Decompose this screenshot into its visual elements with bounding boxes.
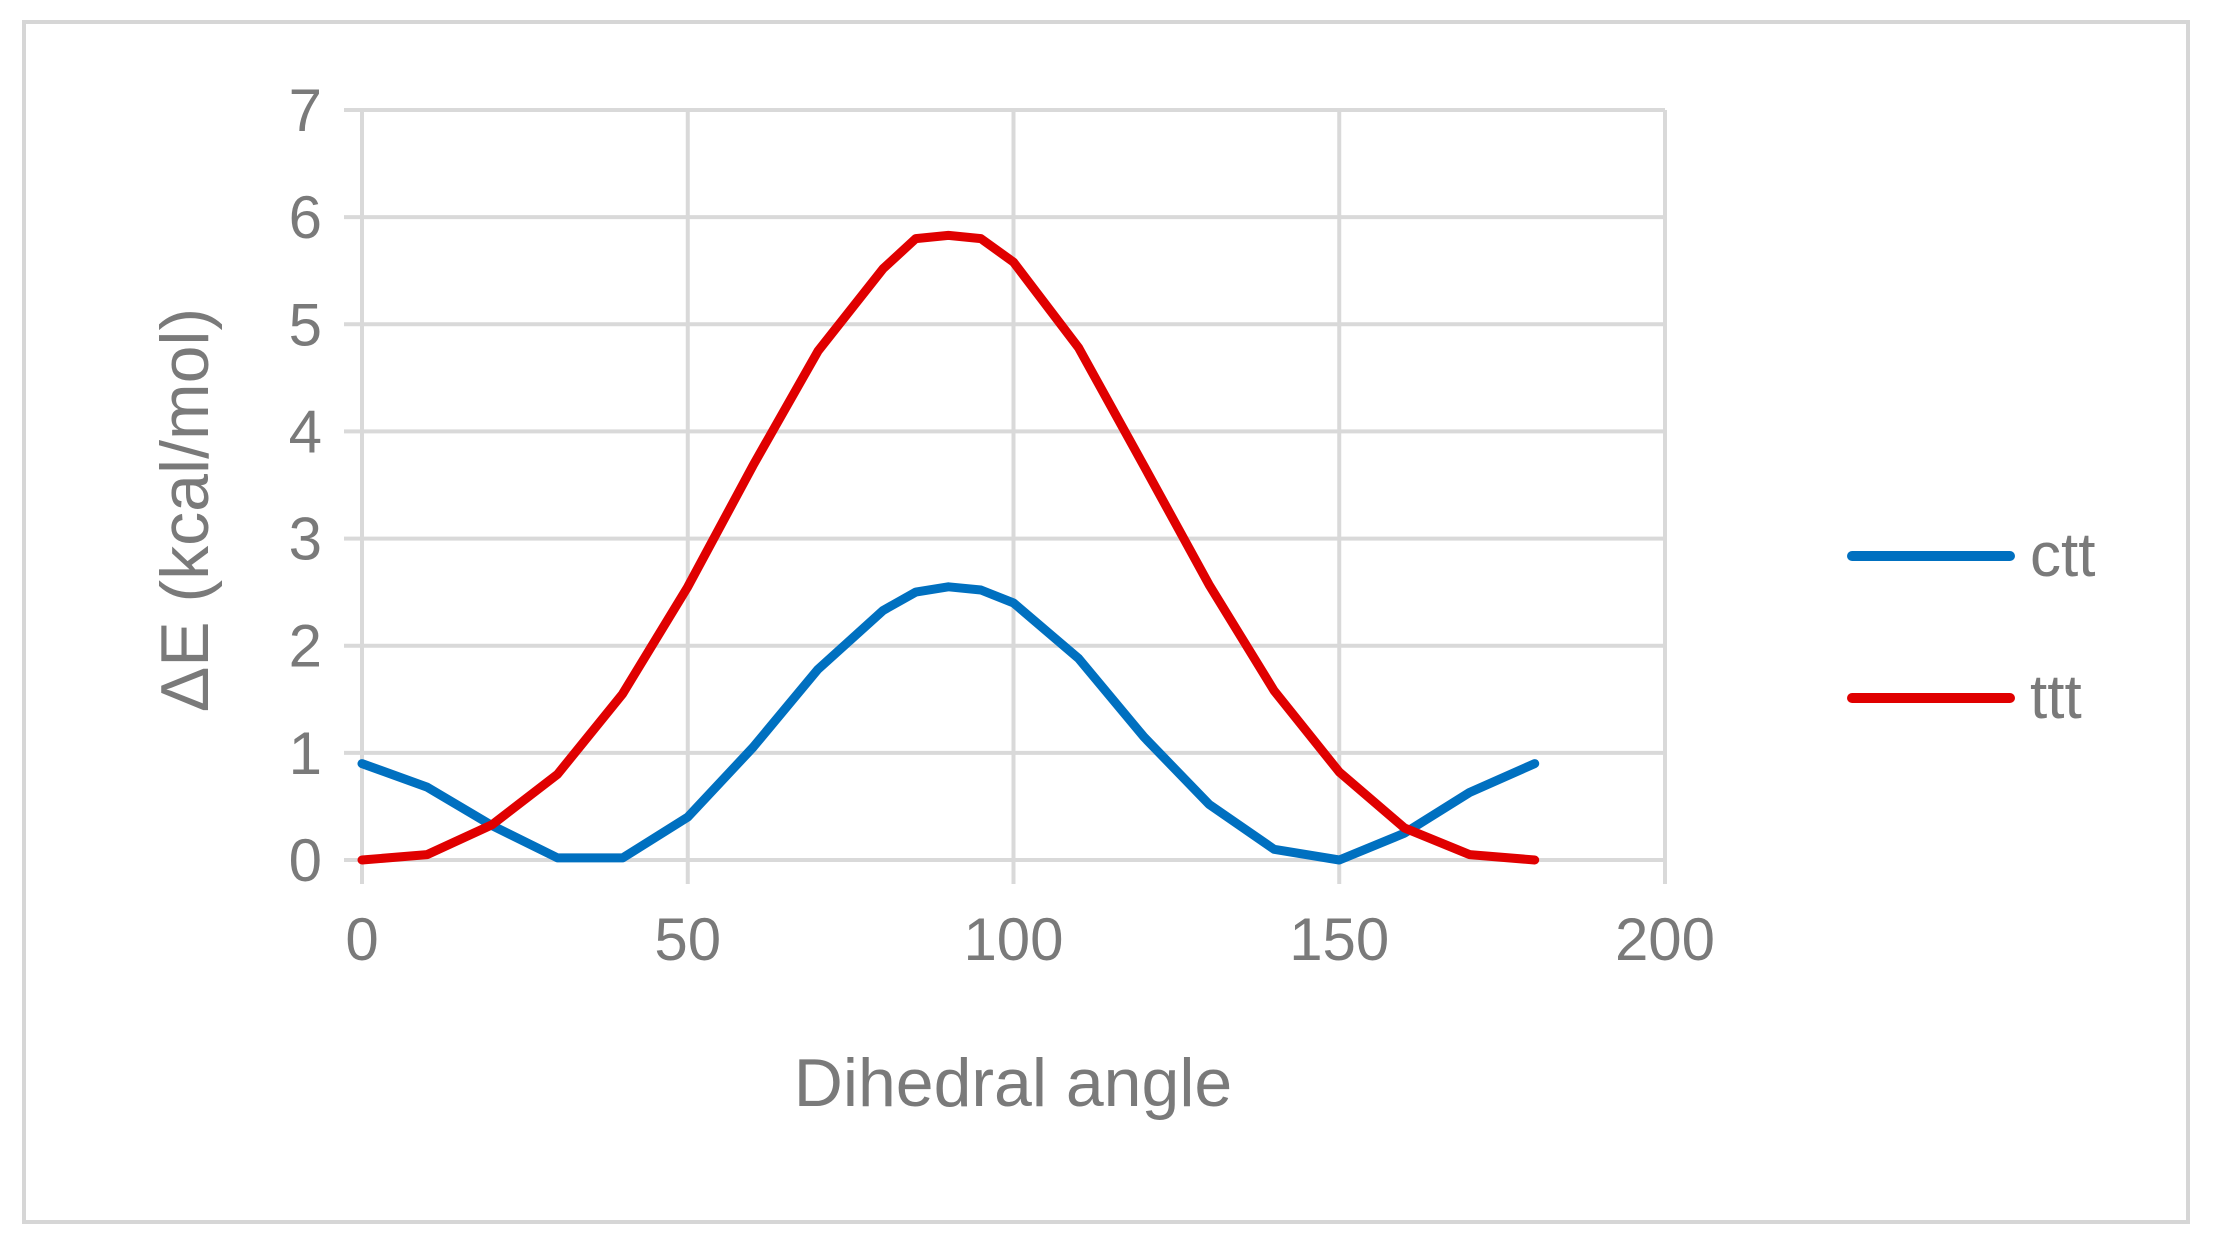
y-tick-label-5: 5	[289, 291, 322, 358]
x-tick-label-100: 100	[963, 906, 1063, 973]
y-tick-label-6: 6	[289, 184, 322, 251]
series-line-ttt	[357, 230, 1540, 865]
x-tick-label-0: 0	[345, 906, 378, 973]
x-axis-title: Dihedral angle	[794, 1045, 1233, 1121]
legend: ctt ttt	[1847, 521, 2095, 732]
gridlines	[344, 108, 1667, 884]
y-tick-label-7: 7	[289, 77, 322, 144]
x-tick-label-200: 200	[1615, 906, 1715, 973]
y-tick-label-3: 3	[289, 506, 322, 573]
x-tick-label-150: 150	[1289, 906, 1389, 973]
y-tick-label-4: 4	[289, 398, 322, 465]
legend-label-ttt: ttt	[2030, 663, 2082, 732]
legend-label-ctt: ctt	[2030, 521, 2095, 590]
y-tick-label-2: 2	[289, 613, 322, 680]
y-tick-label-1: 1	[289, 720, 322, 787]
chart-frame	[22, 20, 2190, 1224]
y-tick-label-0: 0	[289, 827, 322, 894]
tick-labels: 0 1 2 3 4 5 6 7 0 50 100 150 200	[289, 77, 1715, 973]
x-tick-label-50: 50	[654, 906, 721, 973]
series-lines	[357, 230, 1540, 865]
series-line-ctt	[357, 582, 1540, 865]
y-axis-title: ΔE (kcal/mol)	[147, 308, 223, 712]
